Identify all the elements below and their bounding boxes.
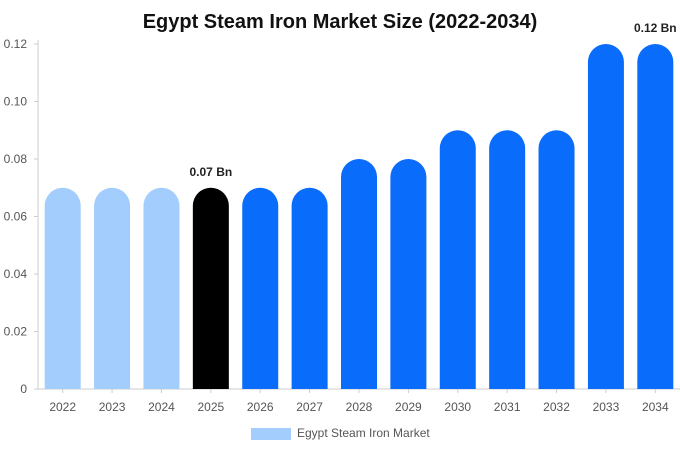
legend[interactable]: Egypt Steam Iron Market (251, 426, 430, 440)
x-tick-label: 2024 (148, 400, 175, 414)
bar-2023[interactable] (94, 187, 131, 389)
bar-2022[interactable] (44, 187, 81, 389)
x-tick-label: 2032 (543, 400, 570, 414)
bar-2025[interactable] (192, 187, 229, 389)
bar-2034[interactable] (637, 44, 674, 389)
x-axis: 2022 2023 2024 2025 2026 2027 2028 2029 2030 2031… (38, 388, 680, 414)
chart-title: Egypt Steam Iron Market Size (2022-2034) (143, 11, 538, 33)
y-axis: 0 0.02 0.04 0.06 0.08 0.10 0.12 (4, 37, 39, 396)
x-tick-label: 2030 (444, 400, 471, 414)
bar-2026[interactable] (242, 187, 279, 389)
y-tick-label: 0.08 (4, 152, 28, 166)
y-tick-label: 0.06 (4, 210, 28, 224)
x-tick-label: 2031 (494, 400, 521, 414)
x-tick-label: 2029 (395, 400, 422, 414)
bar-2029[interactable] (390, 159, 427, 389)
legend-label[interactable]: Egypt Steam Iron Market (297, 426, 430, 440)
bar-series (44, 44, 674, 390)
x-tick-label: 2033 (593, 400, 620, 414)
y-tick-label: 0.02 (4, 325, 28, 339)
bar-2032[interactable] (538, 130, 575, 390)
bar-2030[interactable] (439, 130, 476, 390)
y-tick-label: 0.04 (4, 267, 28, 281)
bar-2033[interactable] (587, 44, 624, 389)
x-tick-label: 2023 (99, 400, 126, 414)
x-tick-label: 2034 (642, 400, 669, 414)
x-tick-label: 2028 (346, 400, 373, 414)
data-labels: 0.07 Bn 0.12 Bn (190, 21, 677, 179)
y-tick-label: 0 (20, 382, 27, 396)
x-tick-label: 2026 (247, 400, 274, 414)
bar-2031[interactable] (489, 130, 526, 389)
data-label-2034: 0.12 Bn (634, 21, 677, 35)
bar-2028[interactable] (341, 159, 377, 389)
x-tick-label: 2022 (49, 400, 76, 414)
legend-swatch[interactable] (251, 428, 291, 440)
y-tick-label: 0.12 (4, 37, 28, 51)
data-label-2025: 0.07 Bn (190, 165, 233, 179)
y-tick-label: 0.10 (4, 95, 28, 109)
bar-2024[interactable] (143, 187, 180, 389)
x-tick-label: 2027 (296, 400, 323, 414)
bar-2027[interactable] (291, 187, 328, 389)
x-tick-label: 2025 (197, 400, 224, 414)
